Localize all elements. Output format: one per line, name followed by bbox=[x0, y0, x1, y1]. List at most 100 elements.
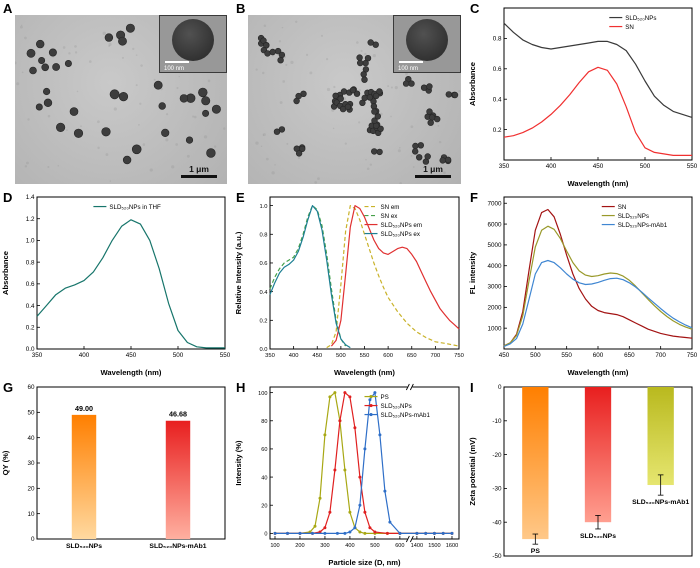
noise-speck bbox=[369, 163, 373, 166]
noise-speck bbox=[27, 118, 30, 121]
series-marker bbox=[323, 433, 327, 437]
nanoparticle-dot bbox=[118, 91, 129, 102]
noise-speck bbox=[410, 155, 413, 157]
series-marker bbox=[398, 531, 402, 535]
bar-0 bbox=[522, 387, 549, 540]
legend-label: SLD₅₂₀NPs-mAb1 bbox=[618, 222, 668, 229]
y-tick-label: 0.8 bbox=[259, 232, 267, 238]
nanoparticle-dot bbox=[445, 91, 453, 98]
y-tick-label: 0.6 bbox=[493, 66, 502, 73]
y-tick-label: -40 bbox=[492, 519, 502, 526]
series-marker bbox=[286, 531, 289, 535]
panel-label-b: B bbox=[236, 1, 246, 16]
tem-inset-a: 100 nm bbox=[159, 15, 227, 73]
x-tick-label: 400 bbox=[79, 352, 90, 359]
y-tick-label: -30 bbox=[492, 486, 502, 493]
y-tick-label: 20 bbox=[261, 503, 267, 509]
nanoparticle-dot bbox=[260, 37, 267, 44]
panel-label-d: D bbox=[3, 190, 13, 205]
y-tick-label: 0.8 bbox=[26, 259, 35, 266]
y-tick-label: 0.4 bbox=[493, 96, 502, 103]
y-tick-label: 5000 bbox=[487, 242, 502, 249]
nanoparticle-dot bbox=[41, 63, 50, 72]
bar-value-label: 46.68 bbox=[169, 410, 187, 419]
series-marker bbox=[348, 530, 352, 534]
x-axis-label: Wavelength (nm) bbox=[334, 368, 395, 377]
noise-speck bbox=[281, 26, 284, 29]
panel-e: E 350 400 450 500 550 600 650 700 750 0.0 0.2 0.4 0.… bbox=[233, 189, 467, 378]
nanoparticle-dot bbox=[424, 153, 431, 160]
panel-f: F 450 500 550 600 650 700 750 1000 2000 3000 4000 5… bbox=[467, 189, 700, 378]
y-tick-label: 20 bbox=[27, 486, 35, 493]
nanoparticle-dot bbox=[332, 92, 339, 100]
nanoparticle-dot bbox=[109, 89, 120, 100]
noise-speck bbox=[62, 46, 66, 49]
noise-speck bbox=[325, 57, 329, 61]
x-tick-label: 450 bbox=[499, 352, 510, 359]
panel-label-a: A bbox=[3, 1, 13, 16]
x-tick-label: 750 bbox=[454, 353, 464, 359]
x-axis-label: Wavelength (nm) bbox=[568, 368, 629, 377]
noise-speck bbox=[24, 165, 28, 168]
noise-speck bbox=[286, 142, 289, 145]
y-tick-label: -10 bbox=[492, 418, 502, 425]
panel-i: I 0 -10 -20 -30 -40 -50 Zeta potential (mV) PS S… bbox=[467, 379, 700, 568]
y-axis-label: Zeta potential (mV) bbox=[468, 437, 477, 506]
axis-frame bbox=[36, 386, 226, 540]
line bbox=[409, 383, 414, 391]
chart-svg-I: 0 -10 -20 -30 -40 -50 Zeta potential (mV) PS SLD… bbox=[468, 384, 693, 560]
nanoparticle-dot bbox=[29, 66, 37, 75]
series-marker bbox=[363, 447, 367, 451]
nanoparticle-dot bbox=[69, 107, 79, 116]
bar-category-label: SLD₅₂₀NPs bbox=[580, 533, 616, 540]
noise-speck bbox=[356, 41, 359, 44]
nanoparticle-dot bbox=[202, 109, 210, 117]
panel-c: C 350 400 450 500 550 0.2 0.4 0.6 0.8 Wavelength … bbox=[467, 0, 700, 189]
noise-speck bbox=[135, 54, 138, 56]
series-line-0 bbox=[503, 208, 693, 347]
noise-speck bbox=[140, 64, 143, 67]
x-tick-label: 750 bbox=[687, 352, 698, 359]
nanoparticle-dot bbox=[131, 144, 142, 155]
legend-label: SLD₅₂₀NPs bbox=[618, 213, 649, 220]
x-tick-label: 350 bbox=[265, 353, 275, 359]
x-tick-label: 350 bbox=[32, 352, 43, 359]
nanoparticle-dot bbox=[370, 103, 378, 110]
nanoparticle-dot bbox=[337, 95, 344, 102]
inset-scale-bar bbox=[165, 61, 189, 63]
noise-speck bbox=[165, 113, 169, 116]
nanoparticle-dot bbox=[211, 104, 221, 114]
scale-bar-label: 1 μm bbox=[189, 164, 209, 174]
nanoparticle-dot bbox=[349, 86, 357, 94]
noise-speck bbox=[278, 40, 282, 43]
noise-speck bbox=[135, 84, 138, 87]
axis-frame bbox=[269, 386, 460, 540]
line bbox=[409, 535, 414, 543]
noise-speck bbox=[26, 161, 29, 165]
nanoparticle-dot bbox=[340, 88, 348, 95]
y-tick-label: 6000 bbox=[487, 221, 502, 228]
series-line-0 bbox=[503, 22, 693, 118]
series-marker bbox=[343, 391, 347, 395]
chart-d: 350 400 450 500 550 0.0 0.2 0.4 0.6 0.8 1.0 1.2 1.4 W… bbox=[0, 189, 233, 378]
noise-speck bbox=[16, 82, 20, 86]
x-tick-label: 650 bbox=[624, 352, 635, 359]
noise-speck bbox=[74, 45, 77, 48]
chart-i: 0 -10 -20 -30 -40 -50 Zeta potential (mV) PS SLD… bbox=[467, 379, 700, 568]
nanoparticle-dot bbox=[412, 142, 419, 150]
noise-speck bbox=[175, 143, 178, 146]
series-line-3 bbox=[269, 205, 351, 349]
noise-speck bbox=[47, 165, 50, 169]
x-tick-label: 550 bbox=[561, 352, 572, 359]
y-tick-label: 1.0 bbox=[26, 238, 35, 245]
series-marker bbox=[432, 531, 436, 535]
nanoparticle-dot bbox=[118, 36, 127, 46]
noise-speck bbox=[153, 78, 156, 81]
legend-marker bbox=[369, 403, 373, 408]
nanoparticle-dot bbox=[370, 148, 378, 155]
y-tick-label: 0.8 bbox=[493, 36, 502, 43]
noise-speck bbox=[186, 154, 190, 158]
noise-speck bbox=[317, 177, 320, 181]
noise-speck bbox=[309, 71, 313, 75]
x-tick-label: 550 bbox=[220, 352, 231, 359]
